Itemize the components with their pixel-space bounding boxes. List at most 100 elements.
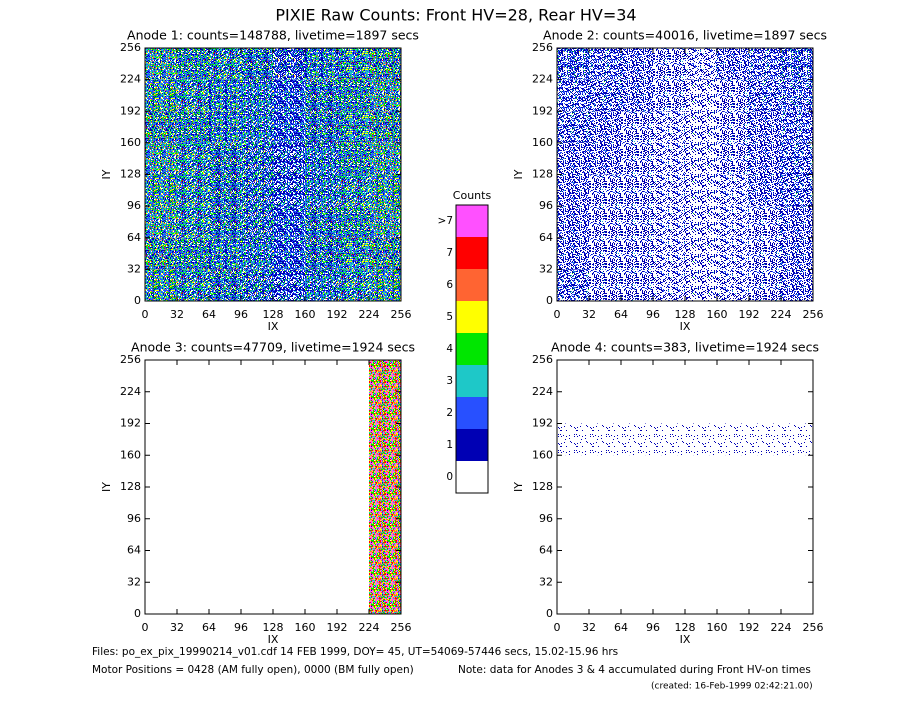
heatmap-cell (749, 48, 781, 80)
x-tick-label: 64 (202, 308, 216, 321)
heatmap-cell (781, 174, 813, 207)
heatmap-cell (749, 269, 781, 301)
x-tick-label: 160 (295, 308, 316, 321)
heatmap-cell (305, 582, 337, 614)
heatmap-cell (717, 48, 749, 80)
heatmap-cell (557, 550, 589, 583)
heatmap-cell (369, 550, 401, 583)
heatmap-cell (177, 142, 209, 175)
heatmap-cell (145, 142, 177, 175)
y-tick-label: 256 (532, 41, 553, 54)
y-tick-label: 0 (134, 294, 141, 307)
heatmap-cell (177, 206, 209, 238)
heatmap-cell (589, 79, 621, 112)
y-tick-label: 96 (539, 512, 553, 525)
x-tick-label: 160 (707, 308, 728, 321)
heatmap-cell (685, 48, 717, 80)
heatmap-cell (557, 237, 589, 270)
heatmap-cell (177, 550, 209, 583)
colorbar-box (456, 333, 488, 365)
heatmap-cell (749, 423, 781, 456)
heatmap-cell (653, 111, 685, 143)
heatmap-cell (653, 174, 685, 207)
colorbar-label: 7 (446, 247, 453, 259)
x-tick-label: 96 (646, 308, 660, 321)
y-tick-label: 0 (546, 294, 553, 307)
heatmap-cell (241, 206, 273, 238)
heatmap-cell (273, 423, 305, 456)
heatmap-cell (589, 174, 621, 207)
heatmap-cell (717, 455, 749, 487)
x-tick-label: 32 (170, 308, 184, 321)
heatmap-cell (241, 455, 273, 487)
chart-title: PIXIE Raw Counts: Front HV=28, Rear HV=3… (275, 6, 636, 25)
heatmap-cell (685, 550, 717, 583)
heatmap-cell (749, 174, 781, 207)
x-tick-label: 224 (771, 308, 792, 321)
heatmap-cell (557, 269, 589, 301)
heatmap-cell (781, 269, 813, 301)
heatmap-cell (781, 79, 813, 112)
x-tick-label: 96 (646, 621, 660, 634)
heatmap-cell (305, 391, 337, 424)
heatmap-cell (557, 518, 589, 551)
heatmap-cell (557, 582, 589, 614)
y-tick-label: 256 (120, 353, 141, 366)
heatmap-cell (305, 142, 337, 175)
heatmap-cell (685, 518, 717, 551)
heatmap-cell (177, 360, 209, 392)
heatmap-cell (653, 455, 685, 487)
heatmap-cell (653, 360, 685, 392)
heatmap-cell (589, 455, 621, 487)
colorbar-label: 3 (446, 375, 453, 387)
heatmap-cell (589, 550, 621, 583)
heatmap-cell (781, 550, 813, 583)
colorbar-label: 5 (446, 311, 453, 323)
heatmap-cell (781, 111, 813, 143)
x-axis-label: IX (680, 320, 691, 333)
heatmap-cell (589, 582, 621, 614)
x-tick-label: 160 (295, 621, 316, 634)
heatmap-cell (557, 174, 589, 207)
heatmap-cell (145, 237, 177, 270)
y-tick-label: 224 (120, 385, 141, 398)
x-tick-label: 128 (675, 621, 696, 634)
heatmap-cell (589, 142, 621, 175)
heatmap-cell (241, 48, 273, 80)
x-tick-label: 0 (142, 621, 149, 634)
heatmap-cell (685, 174, 717, 207)
heatmap-cell (305, 423, 337, 456)
heatmap-cell (781, 455, 813, 487)
heatmap-cell (145, 360, 177, 392)
heatmap-cell (621, 174, 653, 207)
x-tick-label: 0 (554, 308, 561, 321)
heatmap-cell (589, 269, 621, 301)
heatmap-cell (273, 142, 305, 175)
heatmap-cell (781, 206, 813, 238)
heatmap-cell (145, 487, 177, 519)
x-tick-label: 224 (771, 621, 792, 634)
heatmap-cell (589, 487, 621, 519)
footer-created: (created: 16-Feb-1999 02:42:21.00) (651, 682, 813, 692)
heatmap-cell (621, 142, 653, 175)
heatmap-cell (621, 455, 653, 487)
heatmap-cell (717, 174, 749, 207)
x-tick-label: 64 (614, 621, 628, 634)
heatmap-cell (653, 206, 685, 238)
y-tick-label: 224 (120, 73, 141, 86)
heatmap-cell (589, 518, 621, 551)
heatmap-cell (177, 582, 209, 614)
colorbar-box (456, 237, 488, 269)
heatmap-cell (589, 111, 621, 143)
heatmap-cell (621, 487, 653, 519)
heatmap-cell (305, 360, 337, 392)
heatmap-cell (621, 269, 653, 301)
heatmap-cell (305, 206, 337, 238)
y-tick-label: 128 (120, 168, 141, 181)
x-tick-label: 32 (582, 308, 596, 321)
heatmap-cell (305, 487, 337, 519)
heatmap-cell (717, 237, 749, 270)
heatmap-cell (209, 582, 241, 614)
heatmap-cell (337, 111, 369, 143)
heatmap-cell (557, 423, 589, 456)
